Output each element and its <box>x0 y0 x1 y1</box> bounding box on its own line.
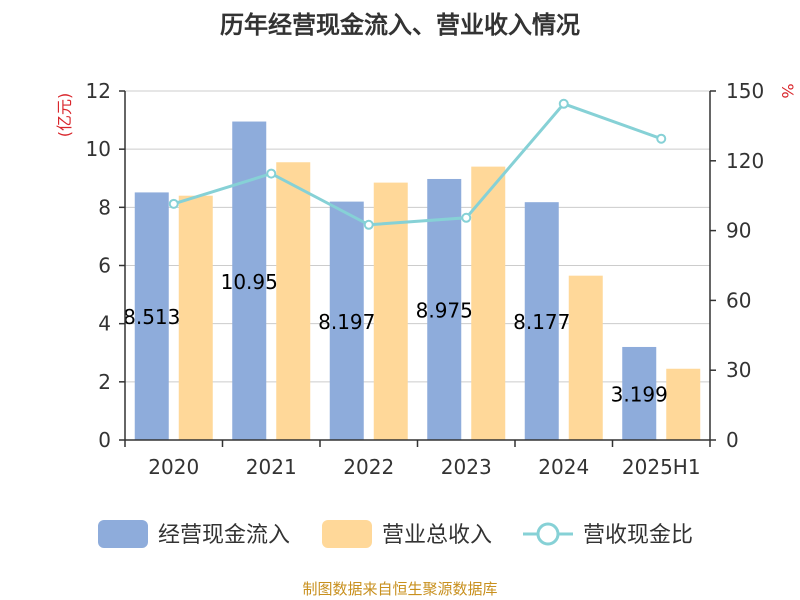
ratio-point <box>461 212 472 223</box>
data-labels: 8.513 10.95 8.197 8.975 8.177 3.199 <box>123 270 668 407</box>
ratio-point <box>363 219 374 230</box>
bar-cash-inflow <box>524 202 559 440</box>
y-right-tick-label: 60 <box>726 288 751 312</box>
x-tick-label: 2025H1 <box>622 455 701 479</box>
bar-data-label: 8.975 <box>416 298 473 322</box>
y-left-tick-label: 6 <box>98 254 111 278</box>
bar-cash-inflow <box>427 178 462 440</box>
y-right-tick-label: 30 <box>726 358 751 382</box>
legend-swatch <box>322 520 372 548</box>
bar-cash-inflow <box>134 192 169 440</box>
bar-revenue <box>666 368 701 440</box>
y-right-tick-label: 120 <box>726 149 764 173</box>
y-left-tick-label: 2 <box>98 370 111 394</box>
x-tick-label: 2024 <box>538 455 589 479</box>
y-left-tick-label: 4 <box>98 312 111 336</box>
legend-label: 经营现金流入 <box>158 523 290 548</box>
ratio-line-path <box>173 102 662 227</box>
bar-revenue <box>568 275 603 440</box>
bar-cash-inflow <box>329 201 364 440</box>
y-left-tick-label: 8 <box>98 195 111 219</box>
ratio-point <box>656 133 667 144</box>
bar-cash-inflow <box>622 346 657 440</box>
y-right-unit: % <box>778 83 797 98</box>
legend-marker <box>536 522 560 546</box>
legend-label: 营收现金比 <box>583 523 693 548</box>
x-tick-label: 2021 <box>246 455 297 479</box>
bar-data-label: 8.513 <box>123 305 180 329</box>
chart-title: 历年经营现金流入、营业收入情况 <box>220 11 580 39</box>
bar-data-label: 3.199 <box>611 382 668 406</box>
bar-data-label: 8.197 <box>318 310 375 334</box>
source-note: 制图数据来自恒生聚源数据库 <box>302 580 497 598</box>
legend-label: 营业总收入 <box>382 523 492 548</box>
x-tick-label: 2022 <box>343 455 394 479</box>
gridlines <box>125 90 710 383</box>
y-left-tick-label: 12 <box>86 79 111 103</box>
ratio-point <box>558 98 569 109</box>
y-left-tick-label: 0 <box>98 428 111 452</box>
y-right-tick-label: 90 <box>726 219 751 243</box>
ratio-point <box>266 168 277 179</box>
legend-swatch <box>98 520 148 548</box>
y-left-tick-label: 10 <box>86 137 111 161</box>
x-tick-label: 2020 <box>148 455 199 479</box>
ratio-line <box>168 98 667 230</box>
y-left-unit: (亿元) <box>55 93 74 138</box>
y-right-tick-label: 150 <box>726 79 764 103</box>
ratio-point <box>168 198 179 209</box>
bar-revenue <box>471 166 506 440</box>
y-right-tick-label: 0 <box>726 428 739 452</box>
bar-data-label: 10.95 <box>221 270 278 294</box>
bar-revenue <box>178 195 213 440</box>
bar-revenue <box>276 162 311 441</box>
legend: 经营现金流入 营业总收入 营收现金比 <box>98 520 693 548</box>
bars <box>134 121 701 441</box>
x-tick-label: 2023 <box>441 455 492 479</box>
bar-data-label: 8.177 <box>513 310 570 334</box>
bar-cash-inflow <box>232 121 267 440</box>
